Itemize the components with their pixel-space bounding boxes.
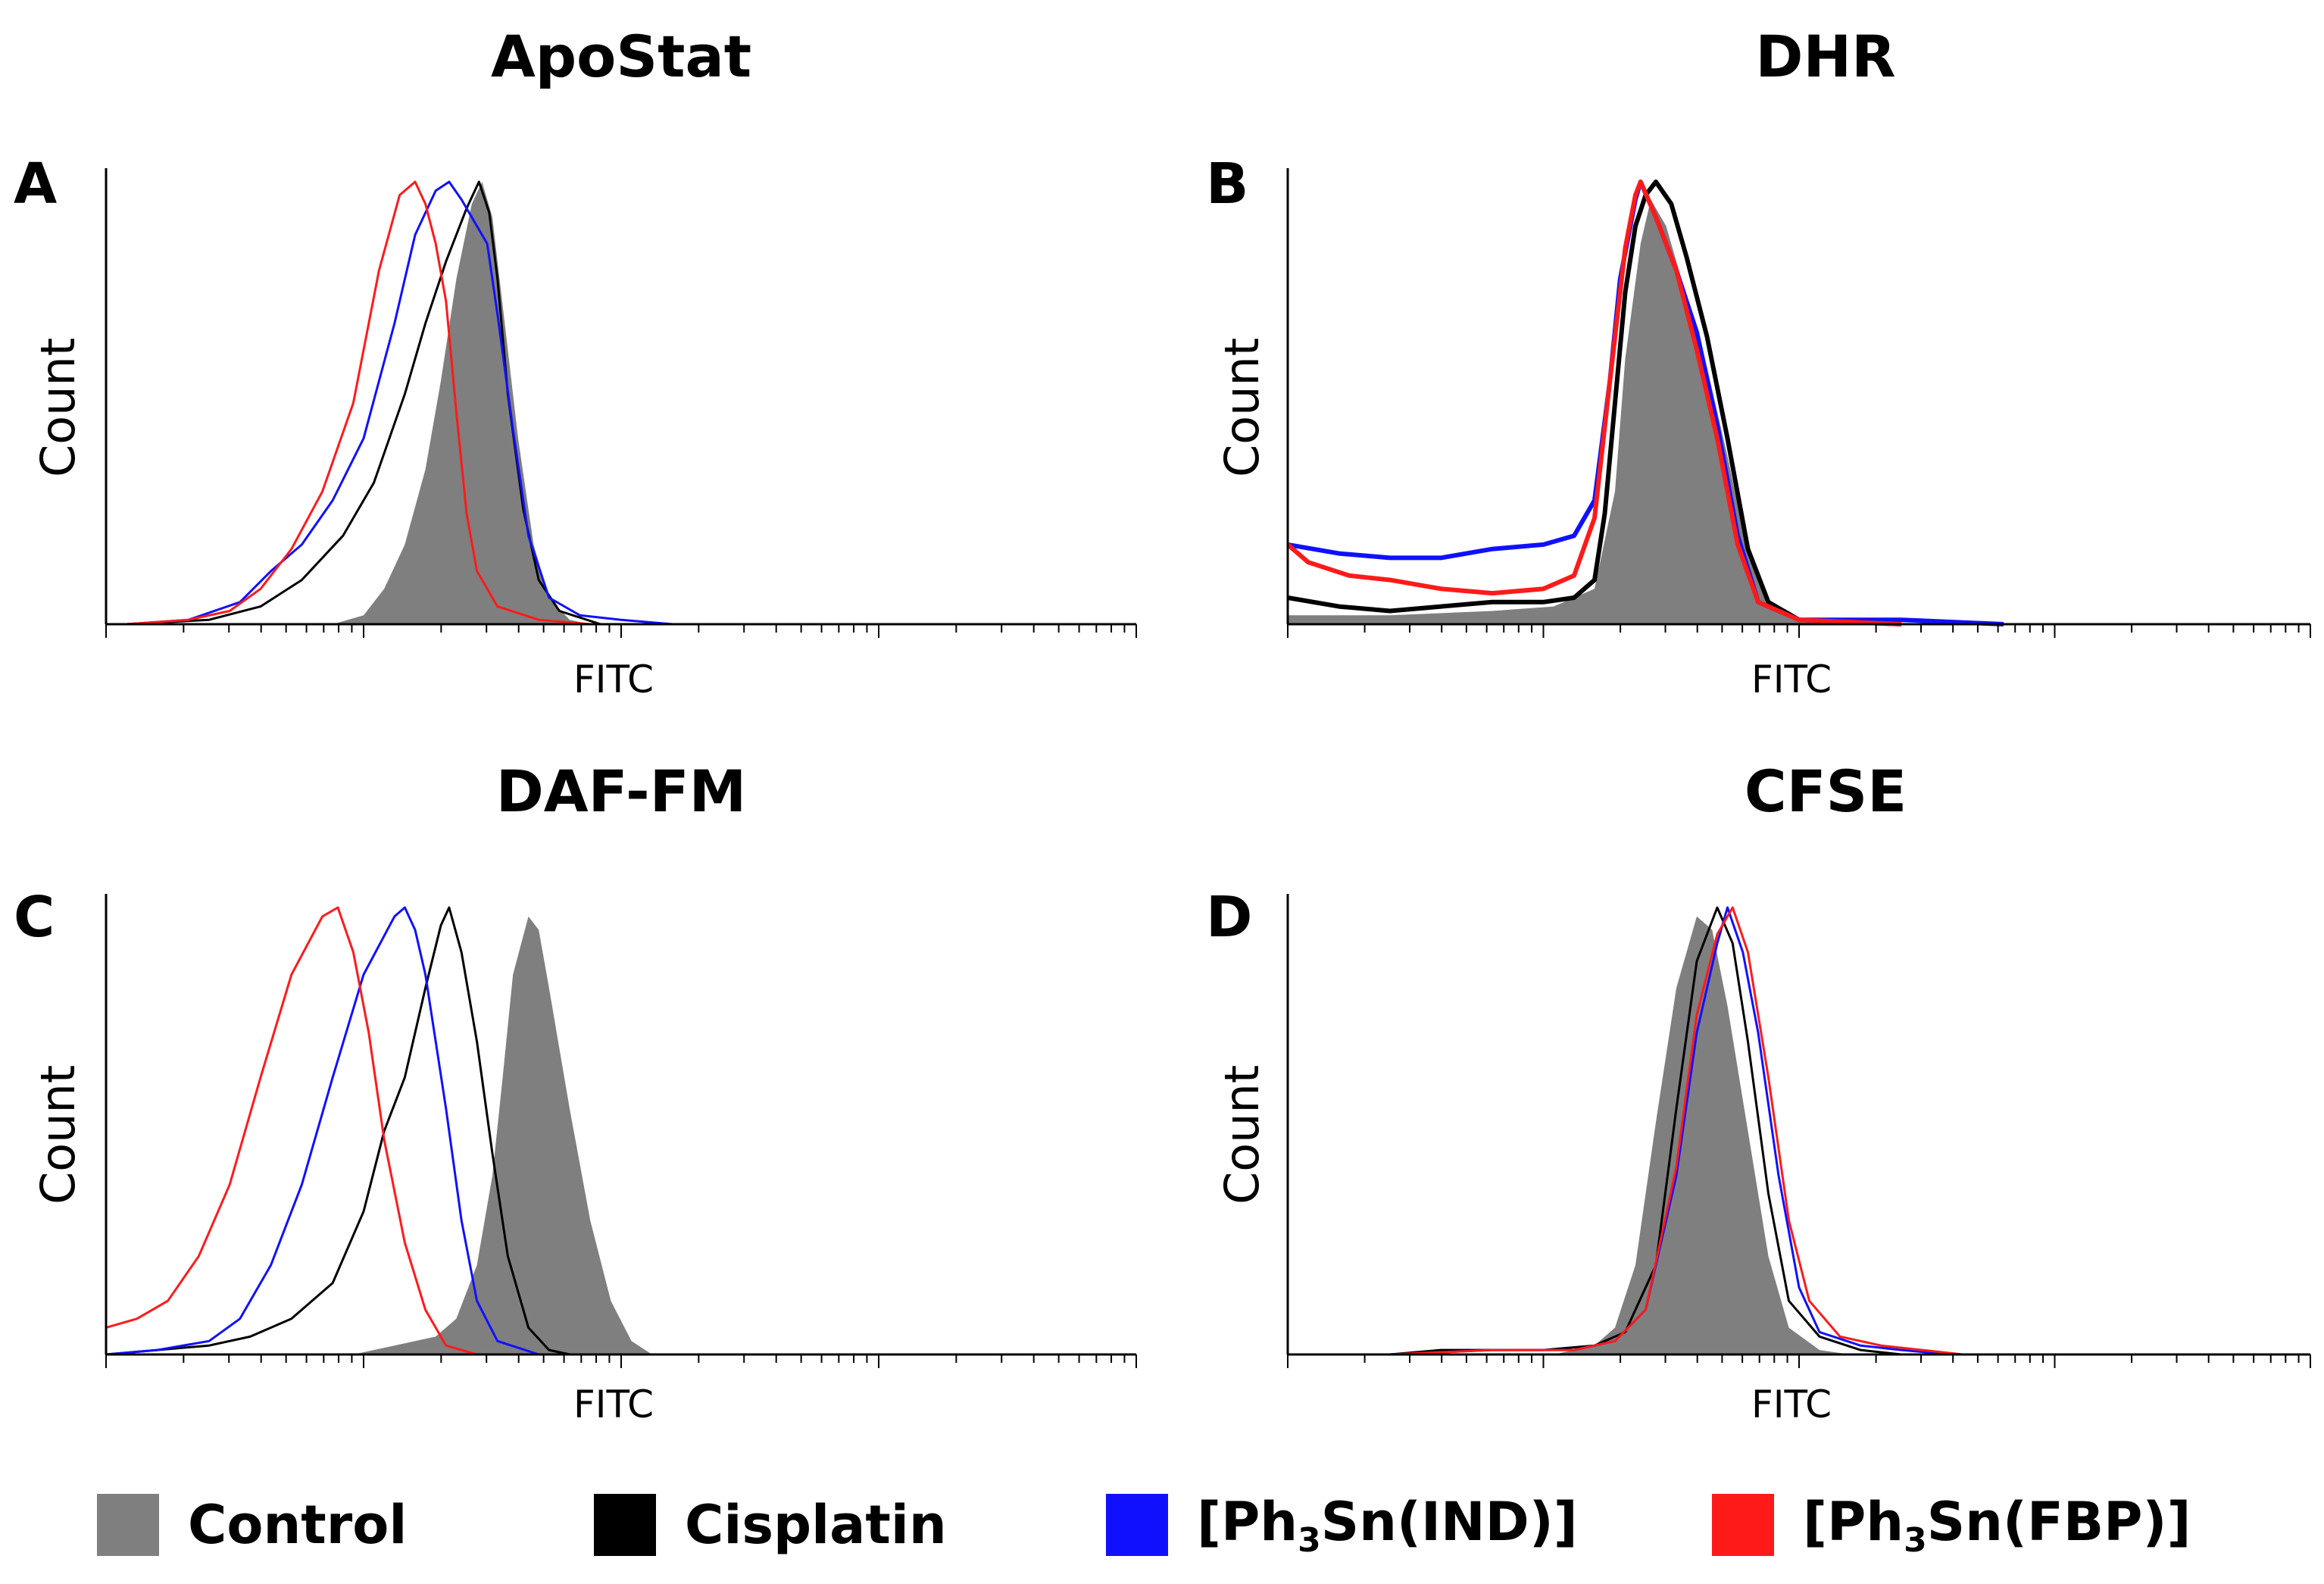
legend-fbp-swatch [1712,1494,1774,1556]
legend-ind: [Ph3Sn(IND)] [1106,1490,1578,1560]
legend-control-label: Control [188,1494,408,1556]
panel-c-letter: C [14,885,55,950]
panel-a-xlabel: FITC [573,658,654,701]
panel-c-plot [105,894,1137,1368]
legend-control: Control [97,1491,407,1559]
panel-a-plot [105,168,1137,638]
legend-control-swatch [97,1494,159,1556]
panel-b-xlabel: FITC [1751,658,1832,701]
legend-fbp: [Ph3Sn(FBP)] [1712,1490,2191,1560]
panel-c-series-control [353,916,652,1354]
panel-c-xlabel: FITC [573,1382,654,1426]
panel-d-title: CFSE [1744,758,1907,825]
legend-fbp-label: [Ph3Sn(FBP)] [1803,1490,2191,1560]
panel-d-plot [1286,894,2311,1368]
legend-ind-swatch [1106,1494,1168,1556]
panel-d-letter: D [1206,885,1253,950]
legend-cisplatin-label: Cisplatin [685,1494,947,1556]
panel-d-xlabel: FITC [1751,1382,1832,1426]
panel-d-series-control [1554,916,1851,1354]
panel-a-letter: A [14,152,58,217]
panel-c-series-fbp [105,906,478,1356]
panel-d-series-fbp [1389,906,1963,1356]
panel-c-series-cisplatin [105,906,570,1356]
panel-d-series-cisplatin [1298,906,1902,1356]
panel-b-plot [1286,168,2311,638]
legend-cisplatin: Cisplatin [594,1491,947,1559]
legend-ind-label: [Ph3Sn(IND)] [1197,1490,1578,1560]
panel-a-series-control [333,182,591,624]
panel-b-letter: B [1206,152,1249,217]
panel-b-series-control [1288,199,1851,624]
panel-b-series-cisplatin [1287,180,1902,626]
panel-b-series-fbp [1286,180,1902,626]
panel-c-title: DAF-FM [495,758,747,825]
panel-c-series-ind [105,906,539,1356]
legend-cisplatin-swatch [594,1494,656,1556]
panel-a-series-fbp [127,180,591,626]
panel-a-title: ApoStat [490,23,752,90]
panel-b-title: DHR [1755,23,1896,90]
